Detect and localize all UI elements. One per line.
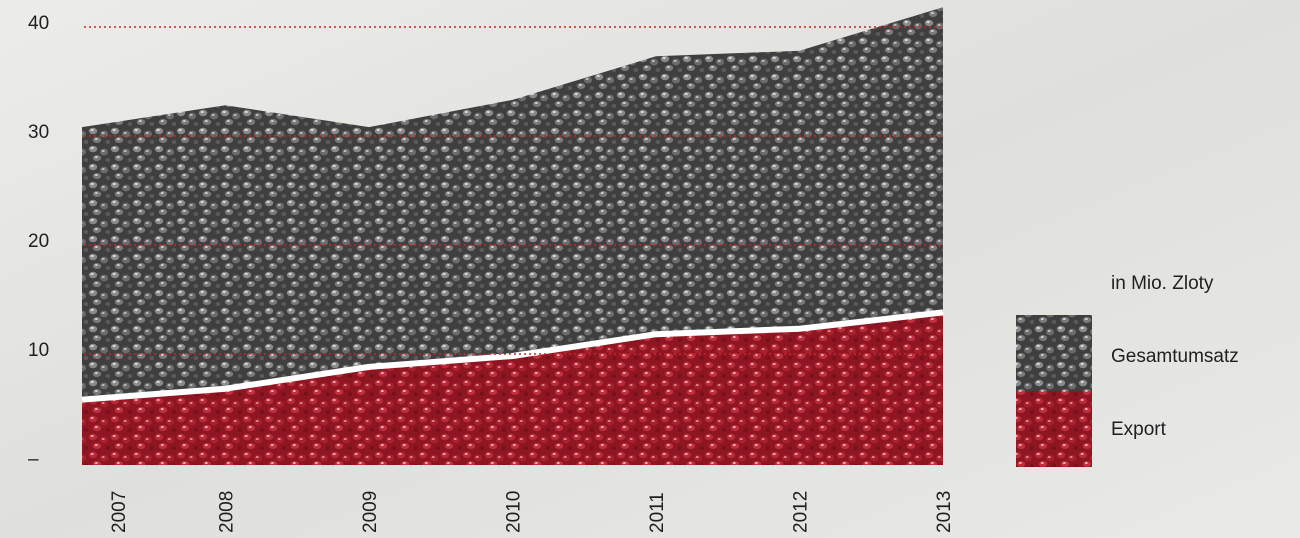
y-tick-label: 30 (28, 122, 49, 143)
legend: in Mio. Zloty Gesamtumsatz Export (1016, 273, 1239, 467)
x-tick-label: 2013 (934, 491, 955, 533)
x-tick-label: 2008 (217, 491, 238, 533)
legend-swatch-gesamtumsatz (1016, 315, 1092, 391)
y-axis-ticks: – 10 20 30 40 (28, 13, 49, 470)
area-layer (81, 7, 944, 465)
x-axis-ticks: 2007 2008 2009 2010 2011 2012 2013 (109, 491, 955, 533)
x-tick-label: 2009 (360, 491, 381, 533)
y-tick-label: 10 (28, 340, 49, 361)
legend-label-export: Export (1111, 419, 1167, 440)
legend-swatch-export (1016, 391, 1092, 467)
x-tick-label: 2007 (109, 491, 130, 533)
legend-label-gesamtumsatz: Gesamtumsatz (1111, 346, 1239, 367)
x-tick-label: 2011 (647, 492, 668, 533)
x-tick-label: 2010 (504, 491, 525, 533)
area-export (82, 312, 943, 465)
unit-note: in Mio. Zloty (1111, 273, 1214, 294)
y-tick-label: 20 (28, 231, 49, 252)
x-tick-label: 2012 (791, 491, 812, 533)
export-boundary-line (81, 309, 944, 403)
y-tick-label: 40 (28, 13, 49, 34)
y-tick-label: – (28, 449, 39, 470)
grid-layer (84, 26, 943, 355)
